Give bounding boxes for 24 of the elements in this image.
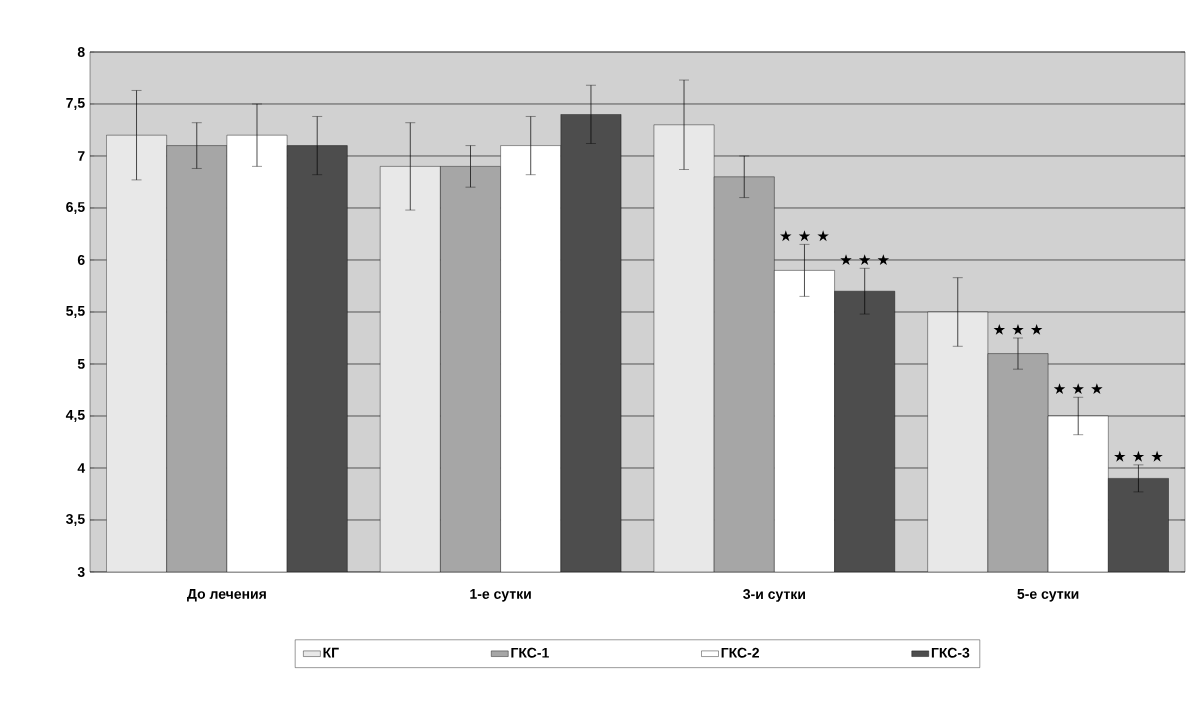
y-tick-label: 5	[77, 359, 85, 369]
x-tick-label: 1-е сутки	[470, 589, 531, 602]
legend-label: ГКС-2	[721, 647, 759, 658]
annotation: ★ ★ ★	[993, 323, 1043, 335]
y-tick-label: 8	[77, 47, 85, 57]
annotation: ★ ★ ★	[780, 230, 829, 242]
x-tick-label: 5-е сутки	[1017, 589, 1079, 602]
y-tick-label: 3,5	[66, 514, 85, 526]
y-tick-label: 6,5	[66, 202, 85, 214]
y-tick-label: 6	[77, 255, 85, 265]
y-tick-label: 3	[77, 567, 85, 577]
y-tick-label: 7	[77, 151, 85, 161]
annotation: ★ ★ ★	[1114, 450, 1163, 462]
y-tick-label: 7,5	[66, 98, 85, 110]
y-tick-label: 4,5	[65, 410, 85, 422]
y-tick-label: 4	[77, 463, 86, 473]
x-tick-label: До лечения	[187, 589, 266, 602]
x-tick-label: 3-и сутки	[743, 589, 805, 602]
annotation: ★ ★ ★	[1053, 383, 1103, 395]
legend-label: ГКС-3	[931, 647, 970, 658]
legend-label: КГ	[323, 647, 339, 658]
legend-label: ГКС-1	[511, 647, 549, 658]
y-tick-label: 5,5	[66, 306, 85, 318]
annotation: ★ ★ ★	[840, 254, 890, 266]
